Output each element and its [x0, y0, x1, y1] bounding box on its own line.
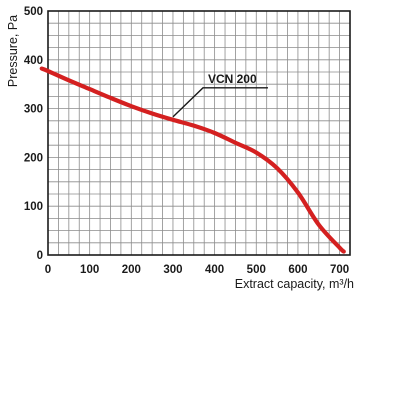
x-tick-label: 500 — [247, 264, 266, 276]
y-tick-label: 400 — [24, 55, 43, 67]
x-tick-label: 700 — [330, 264, 349, 276]
series-line-vcn-200 — [39, 66, 346, 254]
x-tick-label: 200 — [122, 264, 141, 276]
x-tick-label: 100 — [80, 264, 99, 276]
x-tick-label: 300 — [163, 264, 182, 276]
plot-frame — [47, 10, 351, 256]
tick-labels: 0 100 200 300 400 500 600 700 0 100 200 300 400 500 — [24, 6, 349, 276]
y-tick-label: 500 — [24, 6, 43, 18]
x-axis-title: Extract capacity, m³/h — [235, 277, 354, 291]
y-tick-label: 200 — [24, 152, 43, 164]
series-layer — [39, 66, 346, 254]
x-tick-label: 0 — [45, 264, 51, 276]
y-tick-label: 300 — [24, 104, 43, 116]
y-tick-label: 100 — [24, 201, 43, 213]
annotation-leader-line — [172, 87, 268, 118]
x-tick-label: 400 — [205, 264, 224, 276]
grid — [47, 10, 351, 256]
x-tick-label: 600 — [288, 264, 307, 276]
y-axis-title: Pressure, Pa — [6, 15, 20, 87]
y-tick-label: 0 — [37, 250, 43, 262]
annotation-label: VCN 200 — [208, 72, 257, 86]
annotations: VCN 200 — [172, 72, 268, 118]
